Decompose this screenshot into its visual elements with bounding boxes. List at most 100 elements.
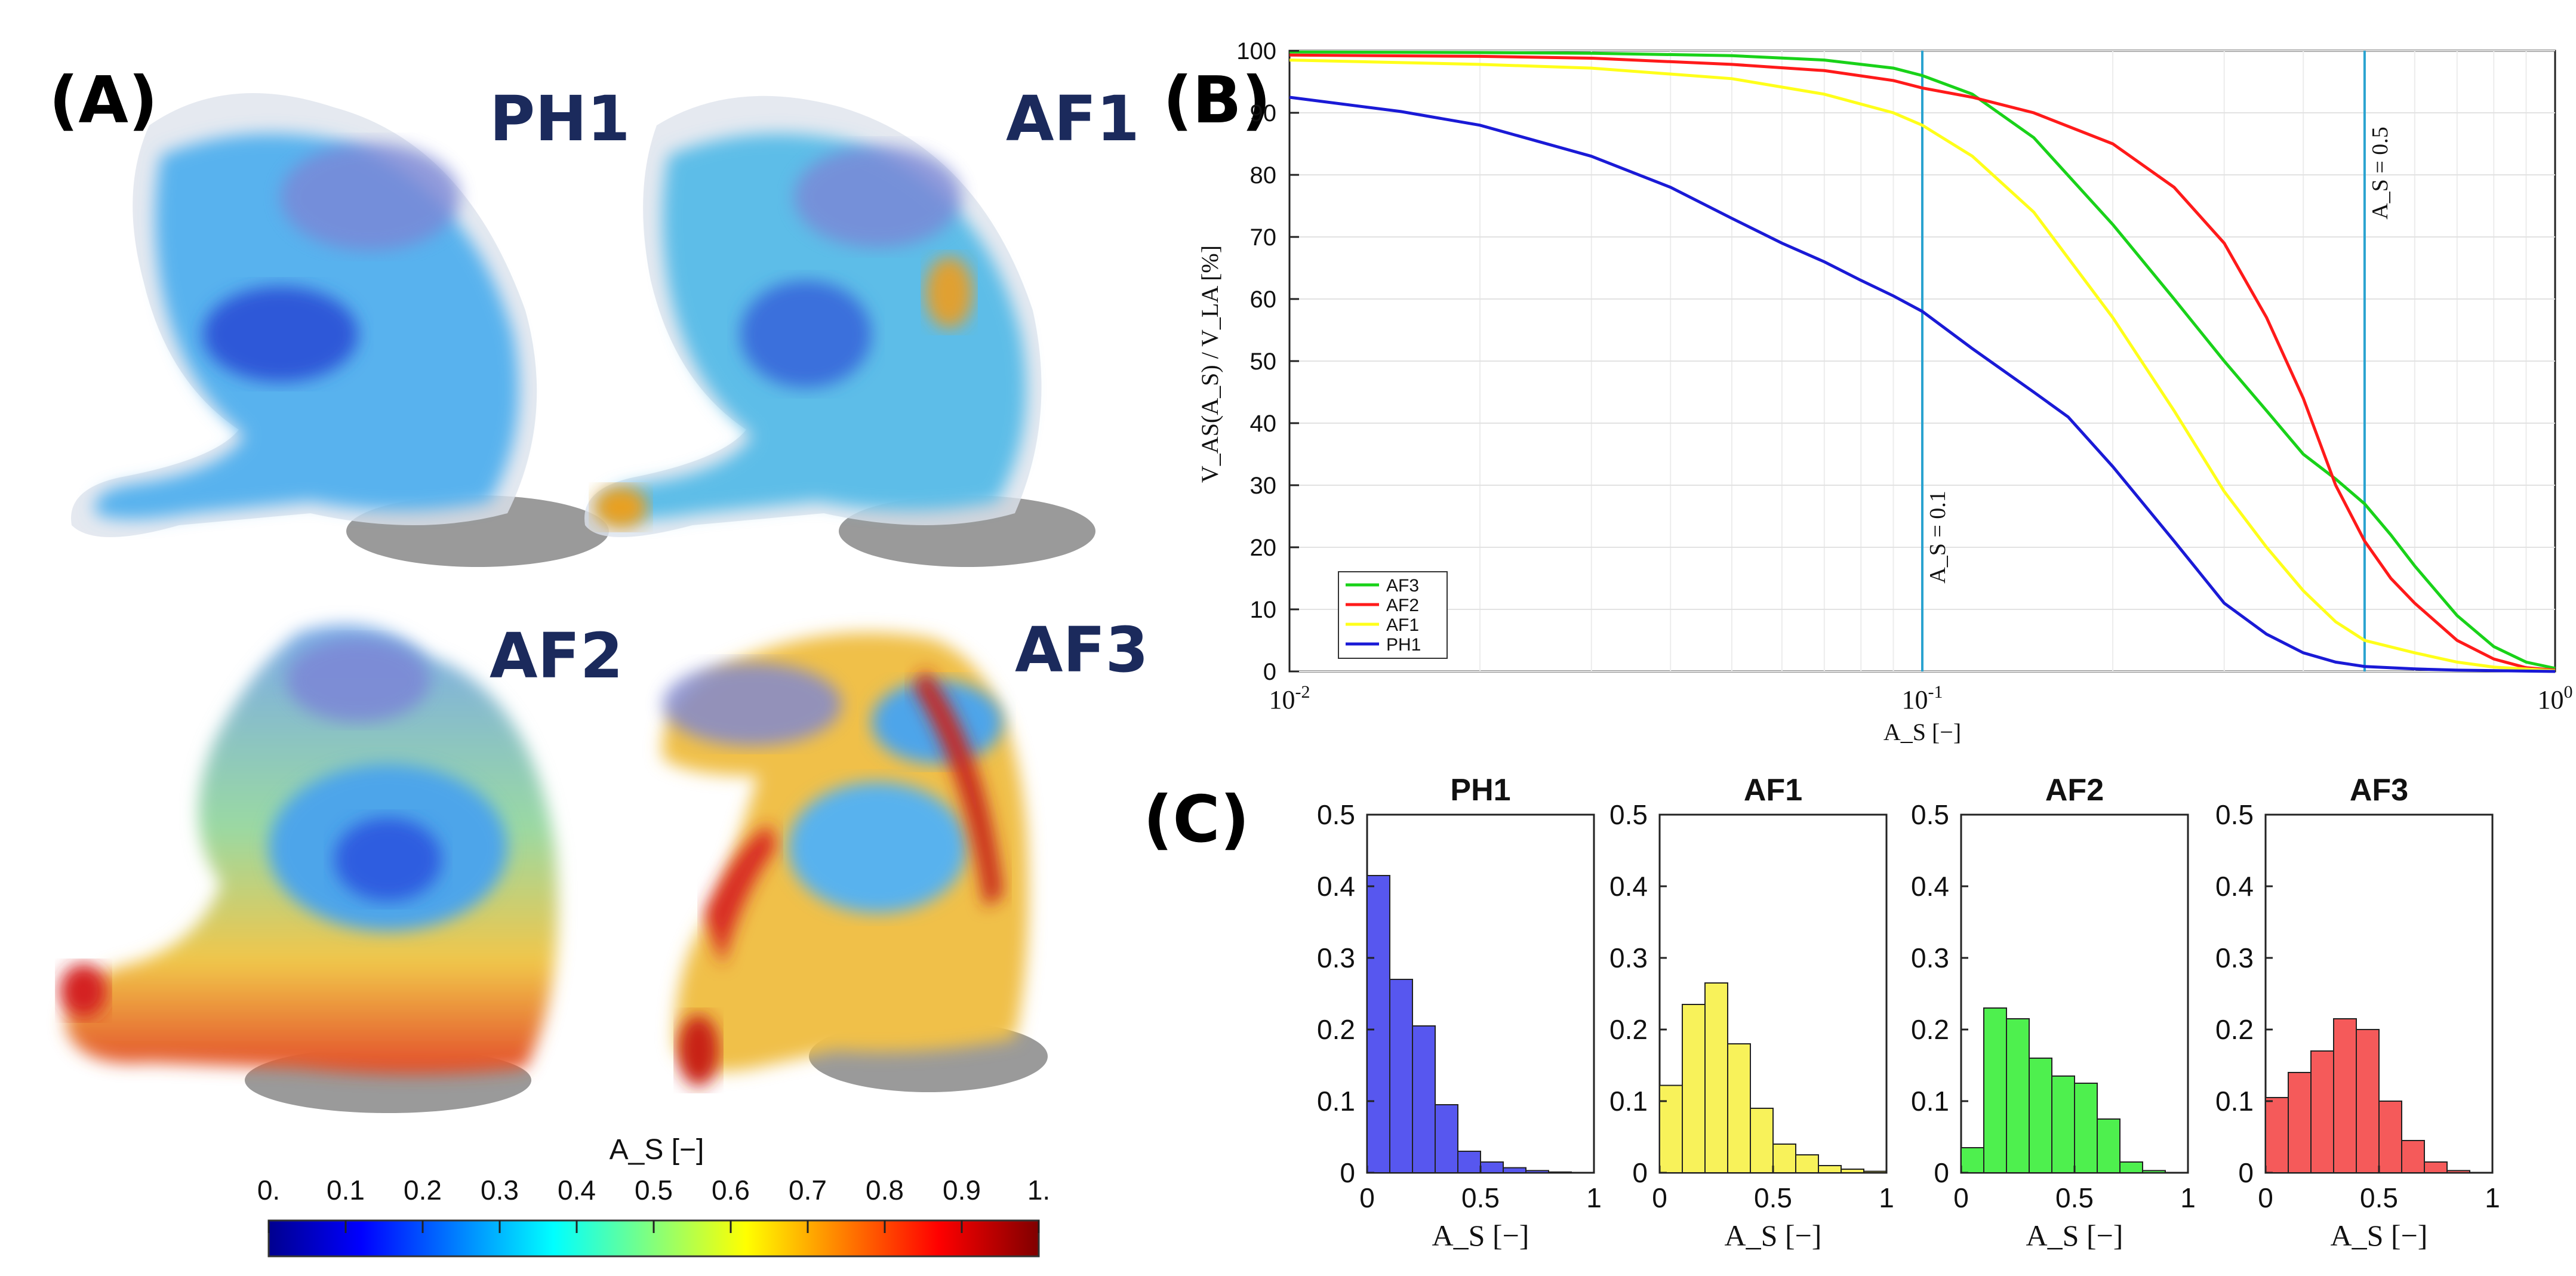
- colorbar-tick-label: 0.2: [404, 1175, 442, 1206]
- histogram-x-tick-label: 0.5: [2055, 1182, 2094, 1213]
- histogram-bar: [1548, 1171, 1572, 1174]
- colorbar-tick-label: 0.9: [943, 1175, 981, 1206]
- x-tick-label: 10-1: [1902, 682, 1943, 714]
- histogram-bar: [1841, 1169, 1864, 1173]
- histogram-x-tick-label: 0: [1652, 1182, 1667, 1213]
- histogram-bar: [2265, 1097, 2289, 1173]
- colorbar-tick-label: 0.: [257, 1175, 280, 1206]
- histogram-bar: [1727, 1043, 1751, 1173]
- histogram-bar: [1682, 1004, 1706, 1173]
- histogram-bar: [1961, 1147, 1984, 1173]
- histogram-y-tick-label: 0.1: [1911, 1086, 1949, 1117]
- histogram-bar: [1435, 1104, 1458, 1173]
- y-tick-label: 40: [1250, 411, 1277, 437]
- histogram-y-tick-label: 0.2: [1317, 1014, 1355, 1045]
- histogram-bar: [1772, 1144, 1796, 1173]
- histogram-y-tick-label: 0.5: [1911, 799, 1949, 830]
- colorbar-tick-marks: [267, 1220, 1040, 1233]
- heart-label-af3: AF3: [1015, 614, 1149, 686]
- histogram-x-label: A_S [−]: [2331, 1219, 2428, 1252]
- histogram-bar: [2006, 1018, 2030, 1173]
- histogram-x-label: A_S [−]: [1725, 1219, 1822, 1252]
- histogram-y-tick-label: 0: [2238, 1157, 2254, 1188]
- series-line-af1: [1289, 58, 2556, 673]
- histogram-ph1: 0 0.1 0.2 0.3 0.4 0.5 0 0.5 1 PH1 A_S [−]: [1317, 773, 1602, 1252]
- colorbar-gradient: [267, 1219, 1040, 1257]
- y-tick-label: 20: [1250, 535, 1277, 561]
- histogram-x-tick-label: 1: [2180, 1182, 2196, 1213]
- heart-ph1: [71, 93, 609, 567]
- histogram-y-tick-label: 0.2: [2215, 1014, 2254, 1045]
- y-tick-label: 0: [1263, 659, 1276, 685]
- heart-af1: [584, 95, 1095, 567]
- y-tick-label: 60: [1250, 286, 1277, 313]
- histogram-bar: [1503, 1167, 1526, 1173]
- line-chart-ticks: 0 10 20 30 40 50 60 70 80 90 100 10-2 10-1 100: [1236, 38, 2572, 714]
- histogram-bar: [1525, 1170, 1549, 1174]
- histogram-title: AF3: [2350, 773, 2408, 807]
- line-chart-y-label: V_AS(A_S) / V_LA [%]: [1196, 245, 1223, 483]
- histogram-y-tick-label: 0: [1934, 1157, 1949, 1188]
- histogram-y-tick-label: 0.3: [2215, 942, 2254, 973]
- line-chart-x-label: A_S [−]: [1883, 719, 1961, 745]
- histogram-bar: [1983, 1007, 2007, 1173]
- x-tick-label: 10-2: [1269, 682, 1310, 714]
- line-chart-reference-lines: A_S = 0.1 A_S = 0.5: [1921, 51, 2393, 671]
- histogram-af1: 0 0.1 0.2 0.3 0.4 0.5 0 0.5 1 AF1 A_S [−]: [1609, 773, 1894, 1252]
- histogram-y-tick-label: 0.3: [1911, 942, 1949, 973]
- histogram-y-tick-label: 0.1: [1317, 1086, 1355, 1117]
- histogram-x-label: A_S [−]: [2026, 1219, 2123, 1252]
- legend-label-af3: AF3: [1386, 576, 1419, 596]
- heart-label-ph1: PH1: [490, 82, 630, 155]
- histogram-bar: [2097, 1118, 2120, 1173]
- colorbar-tick-label: 1.: [1027, 1175, 1050, 1206]
- histogram-bar: [1795, 1154, 1819, 1173]
- y-tick-label: 50: [1250, 349, 1277, 375]
- colorbar: A_S [−] 0. 0.1 0.2 0.3 0.4 0.5 0.6 0.7 0.8 0.9 1.: [257, 1134, 1050, 1257]
- y-tick-label: 70: [1250, 224, 1277, 251]
- histogram-x-tick-label: 0: [2258, 1182, 2273, 1213]
- histogram-bar: [1750, 1108, 1774, 1173]
- histogram-bar: [2378, 1101, 2402, 1173]
- panel-label-a: (A): [49, 63, 158, 138]
- histogram-y-tick-label: 0.5: [2215, 799, 2254, 830]
- histogram-bar: [2074, 1083, 2098, 1173]
- histogram-y-tick-label: 0.3: [1609, 942, 1648, 973]
- histogram-x-tick-label: 1: [1586, 1182, 1602, 1213]
- heart-label-af2: AF2: [490, 619, 623, 692]
- histogram-af3: 0 0.1 0.2 0.3 0.4 0.5 0 0.5 1 AF3 A_S [−]: [2215, 773, 2500, 1252]
- x-tick-label: 100: [2538, 682, 2573, 714]
- histogram-y-tick-label: 0.2: [1911, 1014, 1949, 1045]
- y-tick-label: 100: [1236, 38, 1276, 64]
- histogram-bar: [2029, 1058, 2052, 1173]
- histogram-y-tick-label: 0.4: [2215, 871, 2254, 902]
- histogram-x-tick-label: 0.5: [1754, 1182, 1792, 1213]
- series-line-ph1: [1289, 95, 2556, 673]
- histogram-y-tick-label: 0.4: [1317, 871, 1355, 902]
- histogram-bar: [2446, 1170, 2470, 1174]
- histogram-title: AF1: [1744, 773, 1802, 807]
- y-tick-label: 80: [1250, 162, 1277, 189]
- histogram-x-tick-label: 1: [1879, 1182, 1894, 1213]
- histogram-bar: [2310, 1050, 2334, 1173]
- histogram-bar: [1389, 979, 1413, 1173]
- histogram-bar: [2051, 1075, 2075, 1173]
- histogram-x-tick-label: 0.5: [1461, 1182, 1500, 1213]
- colorbar-tick-label: 0.5: [635, 1175, 673, 1206]
- histogram-bar: [2142, 1170, 2166, 1174]
- histogram-y-tick-label: 0.5: [1609, 799, 1648, 830]
- line-chart-series: [1289, 50, 2556, 673]
- histogram-y-tick-label: 0: [1632, 1157, 1648, 1188]
- histogram-bar: [1480, 1161, 1504, 1173]
- histogram-bar: [1659, 1084, 1683, 1173]
- series-line-af2: [1289, 53, 2556, 672]
- histogram-y-tick-label: 0: [1340, 1157, 1355, 1188]
- histogram-bar: [2288, 1072, 2312, 1173]
- histogram-y-tick-label: 0.1: [1609, 1086, 1648, 1117]
- histogram-y-tick-label: 0.1: [2215, 1086, 2254, 1117]
- colorbar-tick-label: 0.6: [712, 1175, 750, 1206]
- colorbar-tick-label: 0.1: [327, 1175, 365, 1206]
- histogram-y-tick-label: 0.2: [1609, 1014, 1648, 1045]
- histogram-bar: [1367, 875, 1390, 1173]
